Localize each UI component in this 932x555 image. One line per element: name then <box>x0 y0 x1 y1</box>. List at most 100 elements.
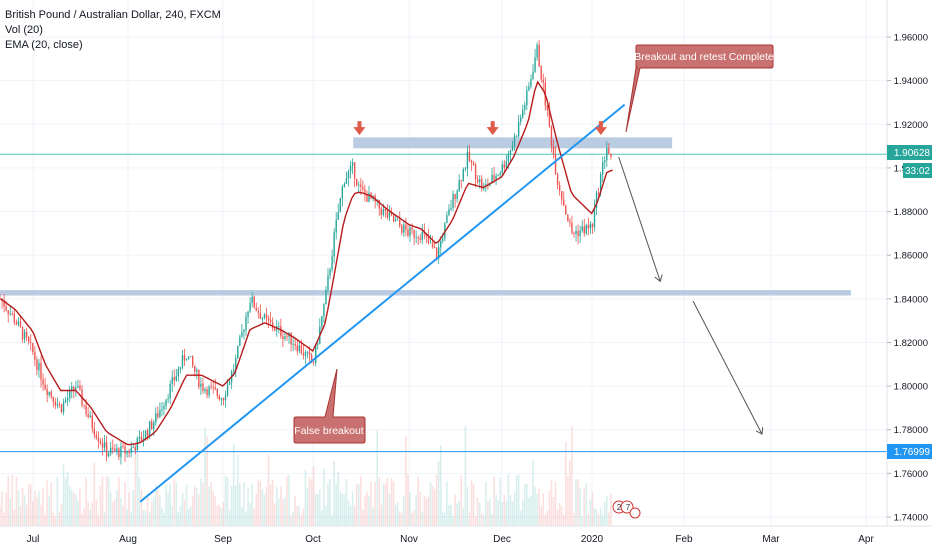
volume-bar <box>54 515 57 526</box>
volume-bar <box>401 513 403 526</box>
volume-bar <box>519 510 522 526</box>
time-axis[interactable]: Jul Aug Sep Oct Nov Dec 2020 Feb Mar Apr <box>27 534 875 545</box>
candle-body <box>25 331 28 338</box>
candle-body <box>21 326 24 340</box>
volume-bar <box>474 515 477 526</box>
candle-body <box>202 383 204 392</box>
time-tick-label: Apr <box>858 534 874 545</box>
volume-bar <box>263 494 266 526</box>
volume-bar <box>17 490 20 526</box>
event-badge-circle[interactable] <box>629 507 641 519</box>
candle-body <box>356 178 358 186</box>
volume-bar <box>128 492 130 526</box>
candle-body <box>565 205 567 215</box>
volume-bar <box>177 512 180 526</box>
volume-bar <box>407 474 409 526</box>
candle-body <box>323 304 325 317</box>
candle-body <box>292 343 294 345</box>
volume-bar <box>171 506 173 526</box>
price-tick-label: 1.74000 <box>894 513 928 524</box>
volume-bar <box>278 498 280 526</box>
candle-body <box>333 232 335 257</box>
candle-body <box>101 443 104 448</box>
volume-bar <box>579 488 581 526</box>
candle-body <box>148 421 151 436</box>
volume-bar <box>415 495 417 526</box>
candle-body <box>526 90 528 106</box>
symbol-title[interactable]: British Pound / Australian Dollar, 240, … <box>5 9 221 21</box>
volume-bar <box>501 502 504 526</box>
volume-bar <box>138 477 141 526</box>
volume-bar <box>394 504 397 526</box>
volume-bar <box>382 483 385 526</box>
candle-body <box>479 179 481 183</box>
candle-body <box>558 185 561 192</box>
volume-bar <box>364 496 366 526</box>
volume-bar <box>36 497 38 526</box>
candle-body <box>228 382 231 385</box>
volume-bar <box>316 494 319 526</box>
candle-body <box>9 313 11 315</box>
candle-body <box>132 447 134 448</box>
volume-bar <box>409 492 411 526</box>
candle-body <box>583 226 585 234</box>
candle-body <box>93 428 95 435</box>
volume-bar <box>159 495 161 526</box>
candle-body <box>222 398 225 401</box>
volume-bar <box>569 460 571 526</box>
candle-body <box>19 321 22 327</box>
volume-bar <box>232 443 235 526</box>
candle-body <box>366 194 368 202</box>
candle-body <box>517 121 520 137</box>
candle-body <box>362 186 364 190</box>
candle-body <box>144 430 147 439</box>
candle-body <box>378 199 380 209</box>
volume-bar <box>251 483 253 526</box>
volume-bar <box>173 479 176 526</box>
volume-bar <box>224 475 227 526</box>
volume-bar <box>321 510 323 526</box>
event-badge-circle[interactable] <box>620 500 634 514</box>
volume-bar <box>362 509 364 526</box>
time-tick-label: Mar <box>762 534 780 545</box>
candle-body <box>146 430 149 436</box>
volume-bar <box>509 495 512 526</box>
candle-body <box>261 317 264 319</box>
candle-body <box>474 164 477 180</box>
candle-body <box>401 225 403 233</box>
volume-bar <box>374 481 376 526</box>
volume-bar <box>239 482 241 526</box>
candle-body <box>329 269 331 276</box>
volume-bar <box>458 501 460 526</box>
volume-bar <box>513 492 516 526</box>
candle-body <box>339 198 341 213</box>
candle-body <box>257 310 259 313</box>
volume-bar <box>32 500 34 526</box>
candle-body <box>110 447 112 454</box>
volume-bar <box>257 479 260 526</box>
candle-body <box>95 434 98 438</box>
candle-body <box>561 191 563 200</box>
volume-bar <box>405 436 407 526</box>
candle-body <box>126 451 128 454</box>
vol-indicator-label[interactable]: Vol (20) <box>5 24 43 36</box>
volume-bar <box>587 514 590 526</box>
volume-bar <box>478 503 481 526</box>
candle-body <box>298 345 300 352</box>
candle-body <box>23 331 26 340</box>
time-tick-label: Aug <box>119 534 137 545</box>
ema-path <box>0 80 613 446</box>
ema-indicator-label[interactable]: EMA (20, close) <box>5 39 83 51</box>
volume-bar <box>593 508 596 526</box>
event-badges: 2 7 <box>612 500 641 519</box>
candle-body <box>290 332 292 345</box>
candle-body <box>573 233 575 234</box>
volume-bar <box>118 477 120 526</box>
volume-bar <box>196 488 198 526</box>
volume-bar <box>292 511 294 526</box>
candle-body <box>513 136 516 147</box>
candle-body <box>15 322 18 325</box>
candle-body <box>140 436 143 442</box>
volume-bar <box>417 476 419 526</box>
volume-bar <box>68 486 71 526</box>
